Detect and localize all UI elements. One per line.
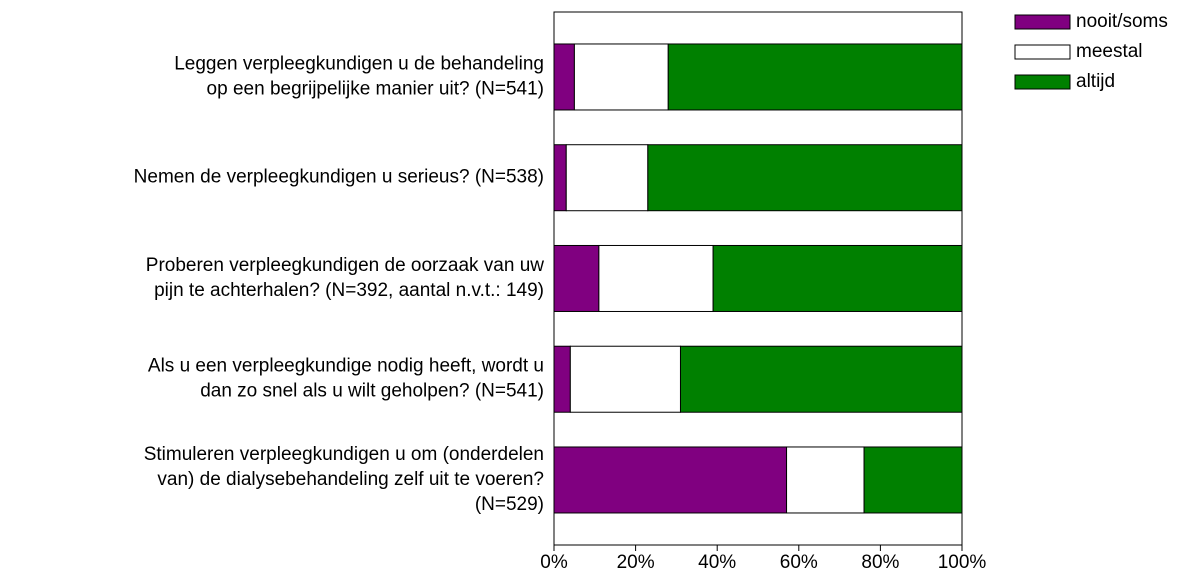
- category-label-line: (N=529): [475, 494, 544, 515]
- bar-segment: [553, 446, 788, 514]
- bar-segment: [569, 345, 681, 413]
- category-label-line: Proberen verpleegkundigen de oorzaak van…: [146, 255, 544, 276]
- category-label-line: Leggen verpleegkundigen u de behandeling: [174, 53, 544, 74]
- x-tick-label: 40%: [698, 552, 736, 573]
- bar-segment: [786, 446, 865, 514]
- bar-segment: [679, 345, 963, 413]
- category-label-line: op een begrijpelijke manier uit? (N=541): [207, 78, 544, 99]
- category-label-line: van) de dialysebehandeling zelf uit te v…: [157, 469, 544, 490]
- bar-segment: [647, 144, 963, 212]
- bar-segment: [553, 144, 567, 212]
- bar-segment: [863, 446, 963, 514]
- bar-segment: [553, 43, 575, 111]
- legend-label: altijd: [1076, 71, 1115, 92]
- legend-label: nooit/soms: [1076, 11, 1168, 32]
- category-label-line: Nemen de verpleegkundigen u serieus? (N=…: [134, 167, 544, 188]
- category-label: Leggen verpleegkundigen u de behandeling…: [174, 53, 544, 99]
- bar-segment: [553, 345, 571, 413]
- bar-segment: [667, 43, 963, 111]
- legend-swatch: [1014, 74, 1071, 90]
- x-tick-label: 20%: [617, 552, 655, 573]
- bar-segment: [565, 144, 649, 212]
- category-label: Proberen verpleegkundigen de oorzaak van…: [146, 255, 544, 301]
- legend-swatch: [1014, 14, 1071, 30]
- bar-segment: [573, 43, 669, 111]
- legend-swatch: [1014, 44, 1071, 60]
- category-label: Nemen de verpleegkundigen u serieus? (N=…: [134, 167, 544, 188]
- category-label: Stimuleren verpleegkundigen u om (onderd…: [144, 444, 544, 515]
- x-tick-label: 100%: [938, 552, 987, 573]
- category-label-line: Stimuleren verpleegkundigen u om (onderd…: [144, 444, 544, 465]
- category-label-line: pijn te achterhalen? (N=392, aantal n.v.…: [154, 280, 544, 301]
- bar-segment: [598, 244, 714, 312]
- x-tick-label: 60%: [780, 552, 818, 573]
- category-label: Als u een verpleegkundige nodig heeft, w…: [148, 356, 544, 402]
- x-tick-label: 0%: [540, 552, 568, 573]
- bar-segment: [712, 244, 963, 312]
- legend-label: meestal: [1076, 41, 1143, 62]
- bar-segment: [553, 244, 600, 312]
- category-label-line: dan zo snel als u wilt geholpen? (N=541): [200, 381, 544, 402]
- x-tick-label: 80%: [861, 552, 899, 573]
- category-label-line: Als u een verpleegkundige nodig heeft, w…: [148, 356, 544, 377]
